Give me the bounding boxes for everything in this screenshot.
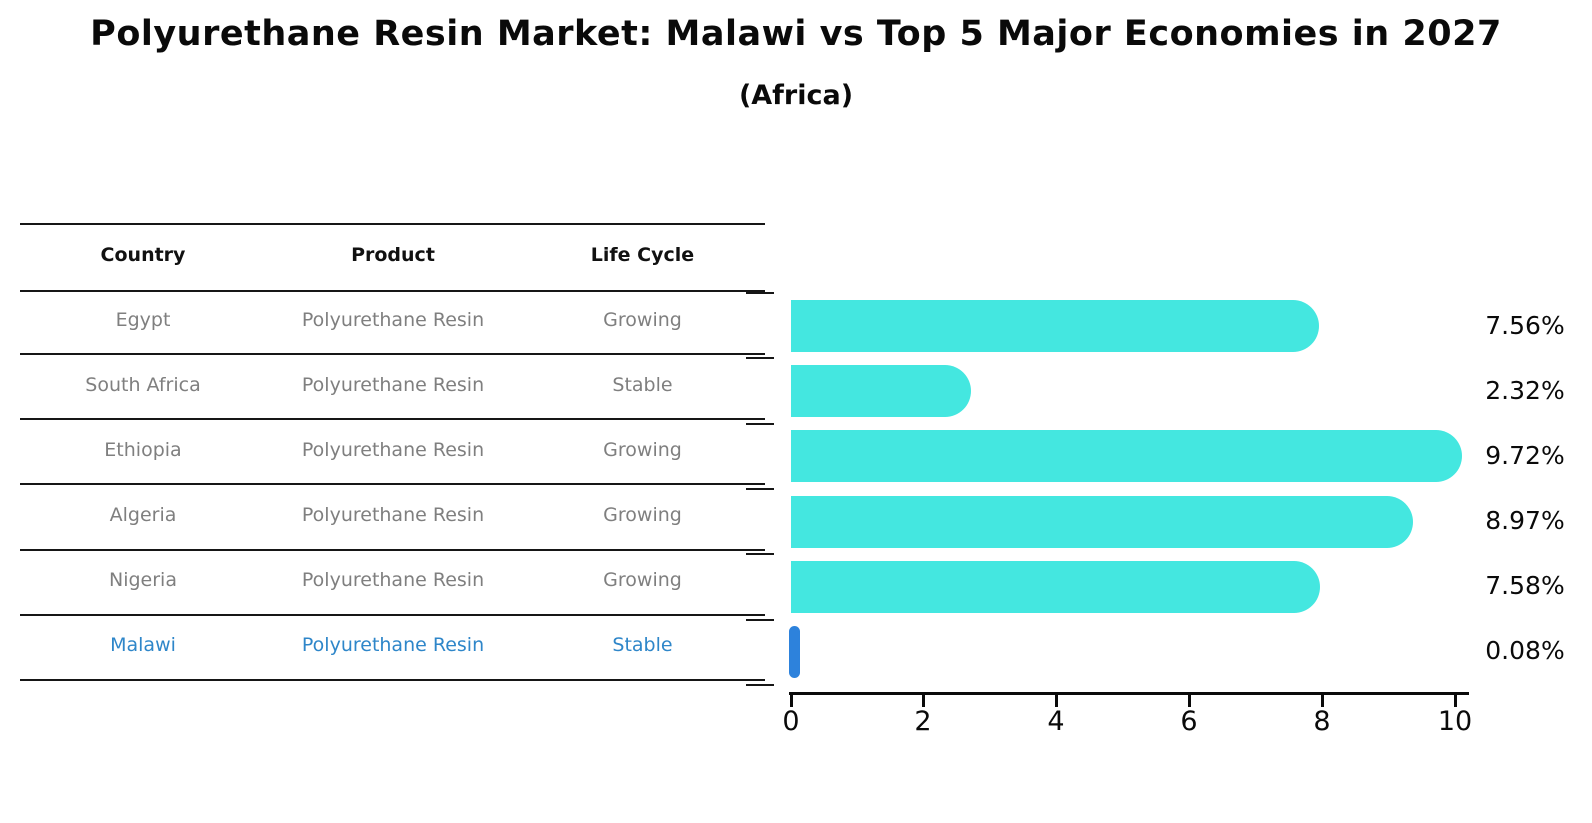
- cell-country: South Africa: [85, 374, 201, 396]
- x-tick-label: 6: [1180, 706, 1198, 737]
- bar-algeria: [791, 496, 1413, 548]
- bar-value-label: 2.32%: [1485, 376, 1565, 405]
- x-axis-tick: [922, 695, 925, 707]
- x-tick-label: 0: [782, 706, 800, 737]
- x-axis-tick: [1055, 695, 1058, 707]
- y-axis-tick: [746, 292, 774, 294]
- column-header-life-cycle: Life Cycle: [590, 244, 695, 266]
- cell-product: Polyurethane Resin: [301, 634, 485, 656]
- table-row-divider: [20, 418, 765, 420]
- chart-title: Polyurethane Resin Market: Malawi vs Top…: [90, 14, 1502, 54]
- y-axis-tick: [746, 488, 774, 490]
- x-tick-label: 8: [1313, 706, 1331, 737]
- cell-country: Malawi: [110, 634, 176, 656]
- table-row-divider: [20, 483, 765, 485]
- cell-product: Polyurethane Resin: [301, 504, 485, 526]
- bar-south-africa: [791, 365, 972, 417]
- table-header-divider: [20, 290, 765, 292]
- cell-life-cycle: Stable: [612, 374, 673, 396]
- cell-country: Algeria: [109, 504, 177, 526]
- bar-nigeria: [791, 561, 1321, 613]
- bar-value-label: 0.08%: [1485, 636, 1565, 665]
- x-axis-tick: [1454, 695, 1457, 707]
- y-axis-tick: [746, 684, 774, 686]
- table-row-divider: [20, 614, 765, 616]
- cell-product: Polyurethane Resin: [301, 374, 485, 396]
- cell-life-cycle: Growing: [603, 309, 682, 331]
- bar-value-label: 7.56%: [1485, 311, 1565, 340]
- table-bottom-border: [20, 679, 765, 681]
- table-row-divider: [20, 549, 765, 551]
- column-header-product: Product: [351, 244, 435, 266]
- table-row-divider: [20, 353, 765, 355]
- bar-egypt: [791, 300, 1319, 352]
- cell-country: Nigeria: [109, 569, 177, 591]
- y-axis-tick: [746, 357, 774, 359]
- cell-life-cycle: Growing: [603, 439, 682, 461]
- cell-country: Ethiopia: [104, 439, 182, 461]
- bar-value-label: 8.97%: [1485, 506, 1565, 535]
- bar-value-label: 9.72%: [1485, 441, 1565, 470]
- x-axis-tick: [790, 695, 793, 707]
- bar-ethiopia: [791, 430, 1463, 482]
- cell-life-cycle: Growing: [603, 504, 682, 526]
- cell-life-cycle: Stable: [612, 634, 673, 656]
- bar-value-label: 7.58%: [1485, 571, 1565, 600]
- cell-country: Egypt: [115, 309, 171, 331]
- y-axis-tick: [746, 619, 774, 621]
- cell-product: Polyurethane Resin: [301, 569, 485, 591]
- table-top-border: [20, 223, 765, 225]
- cell-life-cycle: Growing: [603, 569, 682, 591]
- x-tick-label: 2: [914, 706, 932, 737]
- cell-product: Polyurethane Resin: [301, 309, 485, 331]
- x-tick-label: 4: [1047, 706, 1065, 737]
- x-axis-line: [789, 692, 1469, 695]
- column-header-country: Country: [100, 244, 186, 266]
- y-axis-tick: [746, 553, 774, 555]
- cell-product: Polyurethane Resin: [301, 439, 485, 461]
- x-tick-label: 10: [1437, 706, 1473, 737]
- x-axis-tick: [1321, 695, 1324, 707]
- x-axis-tick: [1188, 695, 1191, 707]
- chart-subtitle: (Africa): [738, 80, 854, 111]
- bar-malawi: [789, 626, 800, 678]
- y-axis-tick: [746, 423, 774, 425]
